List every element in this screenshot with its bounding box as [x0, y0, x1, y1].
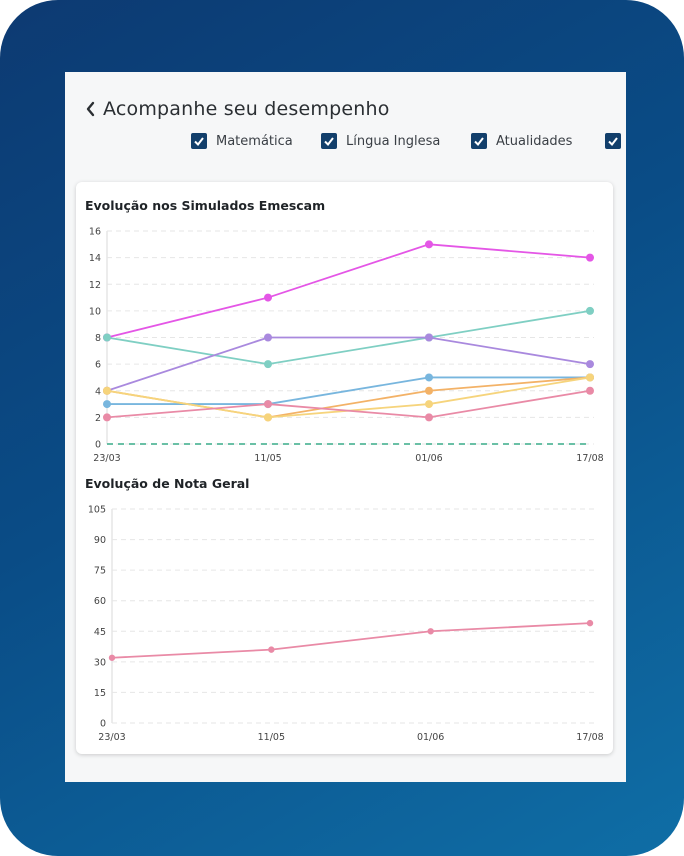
x-tick-label: 17/08 — [576, 453, 603, 464]
y-tick-label: 12 — [89, 280, 101, 291]
y-tick-label: 0 — [95, 440, 101, 451]
series-line-0 — [111, 622, 591, 659]
chart-title-nota-geral: Evolução de Nota Geral — [85, 476, 250, 491]
checkbox-checked[interactable] — [605, 133, 621, 149]
filter-partial[interactable] — [605, 130, 621, 152]
x-tick-label: 11/05 — [254, 453, 281, 464]
chevron-left-icon[interactable] — [85, 99, 97, 119]
data-point[interactable] — [103, 413, 111, 422]
check-icon — [194, 137, 204, 147]
y-tick-label: 45 — [94, 627, 106, 638]
data-point[interactable] — [425, 373, 433, 382]
y-tick-label: 15 — [94, 688, 106, 699]
y-tick-label: 4 — [95, 386, 101, 397]
checkbox-checked[interactable] — [321, 133, 337, 149]
data-point[interactable] — [264, 333, 272, 342]
data-point[interactable] — [586, 306, 594, 315]
data-point[interactable] — [586, 373, 594, 382]
chart-simulados: 0 2 4 6 8 10 12 14 16 23/03 11/05 01/06 17/08 — [89, 227, 604, 465]
y-tick-label: 60 — [94, 596, 106, 607]
check-icon — [608, 137, 618, 147]
y-tick-label: 6 — [95, 360, 101, 371]
checkbox-checked[interactable] — [191, 133, 207, 149]
data-point[interactable] — [103, 386, 111, 395]
data-point[interactable] — [586, 386, 594, 395]
series-line-6 — [106, 389, 591, 419]
data-point[interactable] — [108, 654, 116, 661]
charts-card: Evolução nos Simulados Emescam 0 2 4 6 8 10 12… — [76, 182, 613, 754]
data-point[interactable] — [425, 333, 433, 342]
y-tick-label: 30 — [94, 657, 106, 668]
series-line-2 — [106, 336, 591, 392]
data-point[interactable] — [264, 360, 272, 369]
x-tick-label: 23/03 — [93, 453, 120, 464]
y-tick-label: 90 — [94, 535, 106, 546]
data-point[interactable] — [264, 413, 272, 422]
y-tick-label: 75 — [94, 566, 106, 577]
app-screen: Acompanhe seu desempenho Matemática Líng… — [65, 72, 626, 782]
data-point[interactable] — [103, 333, 111, 342]
page-title: Acompanhe seu desempenho — [103, 98, 390, 120]
data-point[interactable] — [264, 293, 272, 302]
data-point[interactable] — [586, 360, 594, 369]
header: Acompanhe seu desempenho Matemática Líng… — [65, 72, 626, 172]
filter-label: Matemática — [216, 133, 293, 149]
data-point[interactable] — [268, 646, 275, 653]
y-tick-label: 2 — [95, 413, 101, 424]
checkbox-checked[interactable] — [471, 133, 487, 149]
check-icon — [474, 137, 484, 147]
x-tick-label: 23/03 — [98, 732, 125, 743]
data-point[interactable] — [264, 400, 272, 409]
y-tick-label: 14 — [89, 253, 101, 264]
filter-matematica[interactable]: Matemática — [191, 130, 293, 152]
filter-label: Língua Inglesa — [346, 133, 441, 149]
y-tick-label: 8 — [95, 333, 101, 344]
x-tick-label: 11/05 — [258, 732, 285, 743]
y-tick-label: 10 — [89, 306, 101, 317]
y-tick-label: 105 — [88, 505, 106, 516]
check-icon — [324, 137, 334, 147]
data-point[interactable] — [586, 253, 594, 262]
chart-title-simulados: Evolução nos Simulados Emescam — [85, 198, 326, 213]
data-point[interactable] — [425, 386, 433, 395]
y-tick-label: 0 — [100, 719, 106, 730]
data-point[interactable] — [425, 413, 433, 422]
x-tick-label: 01/06 — [417, 732, 444, 743]
series-line-1 — [106, 309, 591, 366]
filter-atualidades[interactable]: Atualidades — [471, 130, 572, 152]
y-tick-label: 16 — [89, 227, 101, 238]
chart-nota-geral: 0 15 30 45 60 75 90 105 23/03 11/05 01/06 17/08 — [88, 505, 604, 744]
x-tick-label: 17/08 — [576, 732, 603, 743]
filter-lingua-inglesa[interactable]: Língua Inglesa — [321, 130, 440, 152]
series-line-0 — [106, 243, 591, 339]
data-point[interactable] — [425, 240, 433, 249]
filter-label: Atualidades — [496, 133, 573, 149]
data-point[interactable] — [425, 400, 433, 409]
data-point[interactable] — [586, 619, 594, 627]
data-point[interactable] — [103, 400, 111, 409]
data-point[interactable] — [427, 628, 434, 635]
x-tick-label: 01/06 — [415, 453, 442, 464]
